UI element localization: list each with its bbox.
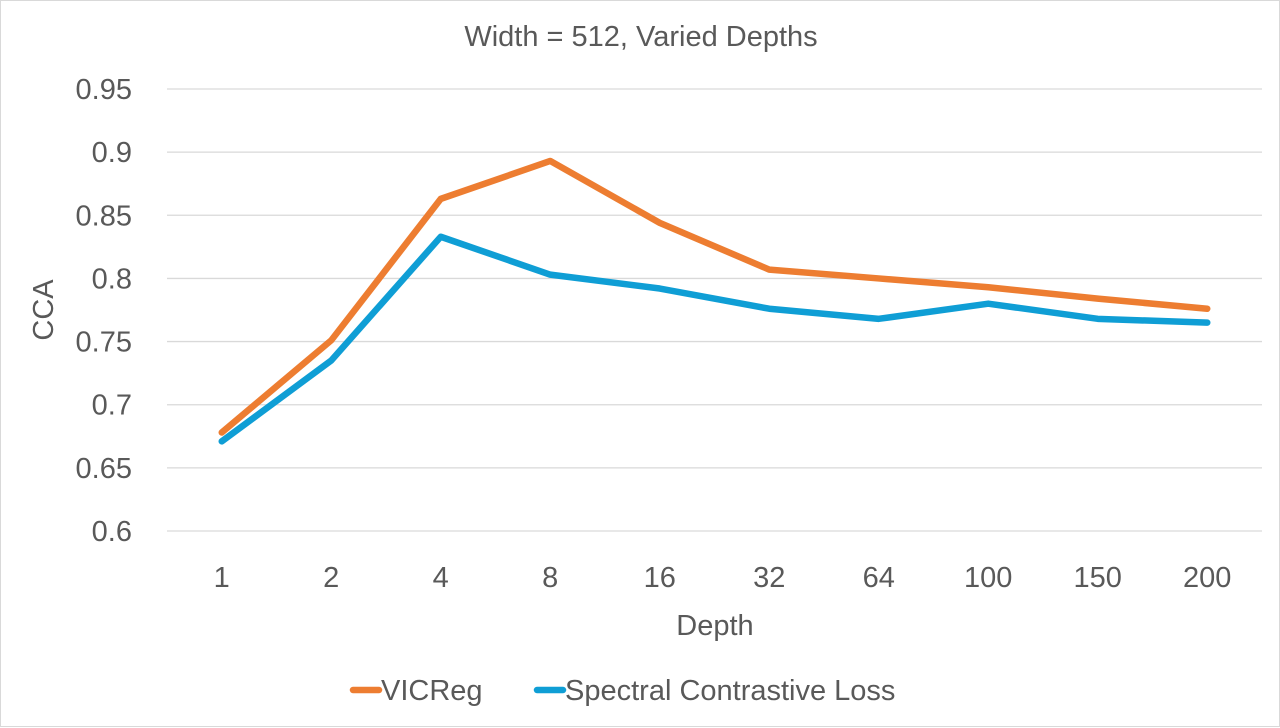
x-tick-label: 150 xyxy=(1074,562,1122,594)
y-tick-label: 0.9 xyxy=(92,137,132,169)
x-tick-label: 4 xyxy=(433,562,449,594)
x-tick-label: 32 xyxy=(753,562,785,594)
y-tick-label: 0.7 xyxy=(92,390,132,422)
x-tick-label: 1 xyxy=(214,562,230,594)
x-tick-label: 100 xyxy=(964,562,1012,594)
legend: VICReg Spectral Contrastive Loss xyxy=(353,675,895,707)
legend-label: Spectral Contrastive Loss xyxy=(565,675,895,707)
x-tick-label: 2 xyxy=(323,562,339,594)
x-tick-label: 16 xyxy=(644,562,676,594)
gridlines xyxy=(167,89,1262,531)
x-tick-label: 200 xyxy=(1183,562,1231,594)
y-tick-label: 0.8 xyxy=(92,263,132,295)
series-line-spectral-contrastive-loss xyxy=(222,237,1208,442)
y-tick-label: 0.65 xyxy=(76,453,132,485)
y-tick-label: 0.95 xyxy=(76,74,132,106)
x-axis-ticks: 1 2 4 8 16 32 64 100 150 200 xyxy=(214,562,1232,594)
legend-label: VICReg xyxy=(381,675,483,707)
y-tick-label: 0.75 xyxy=(76,327,132,359)
y-axis-label: CCA xyxy=(28,279,60,341)
y-tick-label: 0.6 xyxy=(92,516,132,548)
y-tick-label: 0.85 xyxy=(76,200,132,232)
chart-title: Width = 512, Varied Depths xyxy=(464,21,817,53)
series-lines xyxy=(222,161,1208,442)
x-tick-label: 64 xyxy=(863,562,895,594)
y-axis-ticks: 0.6 0.65 0.7 0.75 0.8 0.85 0.9 0.95 xyxy=(76,74,132,548)
x-tick-label: 8 xyxy=(542,562,558,594)
x-axis-label: Depth xyxy=(676,610,753,642)
